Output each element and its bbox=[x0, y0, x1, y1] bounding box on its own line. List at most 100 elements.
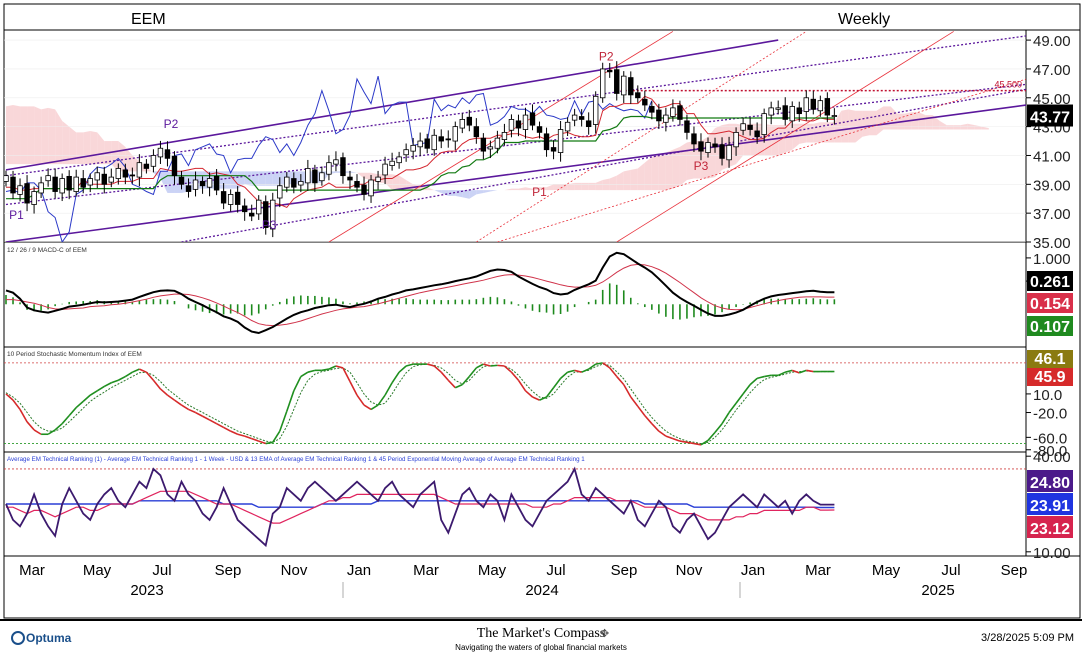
cloud-segment bbox=[265, 171, 273, 186]
smi-line-segment bbox=[714, 423, 723, 433]
candle-down bbox=[220, 191, 227, 204]
resistance-label: 45.500 bbox=[994, 80, 1022, 90]
candle-up bbox=[494, 137, 501, 149]
candle-up bbox=[431, 134, 437, 151]
cloud-segment bbox=[595, 179, 603, 191]
candle-down bbox=[578, 116, 585, 120]
candle-up bbox=[94, 172, 100, 181]
rank-ema13-last-value: 23.12 bbox=[1030, 521, 1070, 538]
month-label: Jul bbox=[546, 562, 565, 579]
candle-up bbox=[270, 199, 276, 230]
cloud-segment bbox=[672, 146, 680, 189]
smi-line-segment bbox=[377, 394, 386, 406]
smi-line-segment bbox=[490, 364, 498, 367]
candle-up bbox=[45, 175, 51, 182]
candle-down bbox=[754, 130, 760, 138]
candle-down bbox=[529, 112, 536, 126]
cloud-segment bbox=[434, 190, 442, 193]
axis-tick-label: -80.0 bbox=[1033, 443, 1067, 460]
candle-up bbox=[333, 159, 339, 165]
axis-tick-label: 40.00 bbox=[1033, 449, 1071, 466]
candle-down bbox=[684, 120, 690, 133]
candle-up bbox=[508, 119, 515, 131]
month-label: Jan bbox=[741, 562, 765, 579]
cloud-segment bbox=[448, 190, 456, 196]
candle-up bbox=[670, 107, 676, 117]
candle-down bbox=[585, 120, 592, 128]
candle-down bbox=[143, 163, 150, 169]
cloud-segment bbox=[616, 171, 624, 191]
candle-down bbox=[291, 178, 297, 188]
macd-line bbox=[5, 251, 835, 335]
pivot-label: P2 bbox=[599, 49, 614, 63]
candle-down bbox=[719, 144, 725, 159]
smi-line-segment bbox=[272, 430, 281, 443]
candle-down bbox=[480, 137, 487, 152]
axis-tick-label: 47.00 bbox=[1033, 62, 1071, 79]
cloud-segment bbox=[539, 187, 547, 191]
smi-line-segment bbox=[258, 440, 267, 445]
smi-line-segment bbox=[672, 437, 681, 442]
candle-down bbox=[782, 105, 788, 120]
candle-up bbox=[157, 147, 164, 158]
cloud-segment bbox=[630, 168, 638, 191]
candle-up bbox=[31, 191, 37, 205]
smi-last-value: 46.1 bbox=[1034, 351, 1065, 368]
smi-line-segment bbox=[588, 363, 597, 370]
candle-up bbox=[522, 114, 529, 130]
smi-line-segment bbox=[503, 365, 512, 373]
candle-up bbox=[557, 129, 564, 153]
fan-line-4 bbox=[497, 78, 1026, 242]
candle-down bbox=[24, 183, 30, 204]
smi-line-segment bbox=[321, 368, 330, 372]
candle-down bbox=[698, 141, 704, 152]
cloud-segment bbox=[876, 106, 884, 136]
month-label: Nov bbox=[281, 562, 308, 579]
candle-up bbox=[298, 181, 304, 186]
cloud-segment bbox=[399, 175, 407, 191]
ranking-plot bbox=[4, 466, 1026, 548]
rank-ema45-last-value: 23.91 bbox=[1030, 498, 1070, 515]
fan-line-2 bbox=[476, 31, 807, 242]
smi-line-segment bbox=[461, 376, 470, 386]
smi-line-segment bbox=[230, 430, 238, 435]
smi-line-segment bbox=[637, 405, 646, 417]
candle-down bbox=[66, 175, 72, 191]
candle-down bbox=[199, 181, 206, 187]
smi-line-segment bbox=[524, 390, 534, 398]
cloud-segment bbox=[76, 132, 84, 165]
candle-down bbox=[263, 201, 269, 228]
smi-line-segment bbox=[749, 377, 758, 386]
candle-down bbox=[361, 184, 367, 195]
smi-line-segment bbox=[679, 440, 688, 444]
month-label: Jan bbox=[347, 562, 371, 579]
smi-line-segment bbox=[595, 362, 603, 365]
pivot-label: P2 bbox=[164, 117, 179, 131]
cloud-segment bbox=[518, 187, 526, 191]
channel-lower-mid-line bbox=[181, 88, 1026, 242]
cloud-segment bbox=[567, 182, 575, 191]
smi-line-segment bbox=[560, 371, 569, 380]
candle-up bbox=[663, 114, 669, 123]
candle-down bbox=[213, 175, 220, 191]
macd-last-box bbox=[1027, 271, 1073, 291]
cloud-segment bbox=[715, 125, 723, 178]
channel-extra-line bbox=[5, 35, 1026, 177]
ichimoku-lines bbox=[5, 75, 835, 242]
axis-tick-label: 49.00 bbox=[1033, 33, 1071, 50]
smi-line-segment bbox=[468, 367, 477, 378]
optuma-brand: Optuma bbox=[26, 631, 72, 645]
candle-down bbox=[129, 174, 136, 177]
axis-tick-label: -20.0 bbox=[1033, 406, 1067, 423]
cloud-segment bbox=[911, 112, 919, 130]
cloud-segment bbox=[90, 130, 98, 165]
candle-up bbox=[733, 131, 739, 148]
cloud-segment bbox=[981, 126, 989, 130]
rank-ema45-line bbox=[6, 500, 835, 509]
candle-up bbox=[501, 131, 508, 141]
cloud-segment bbox=[55, 109, 63, 165]
smi-line-segment bbox=[103, 382, 112, 388]
macd-signal-line bbox=[6, 263, 835, 327]
cloud-segment bbox=[83, 130, 91, 165]
smi-line-segment bbox=[567, 369, 575, 373]
